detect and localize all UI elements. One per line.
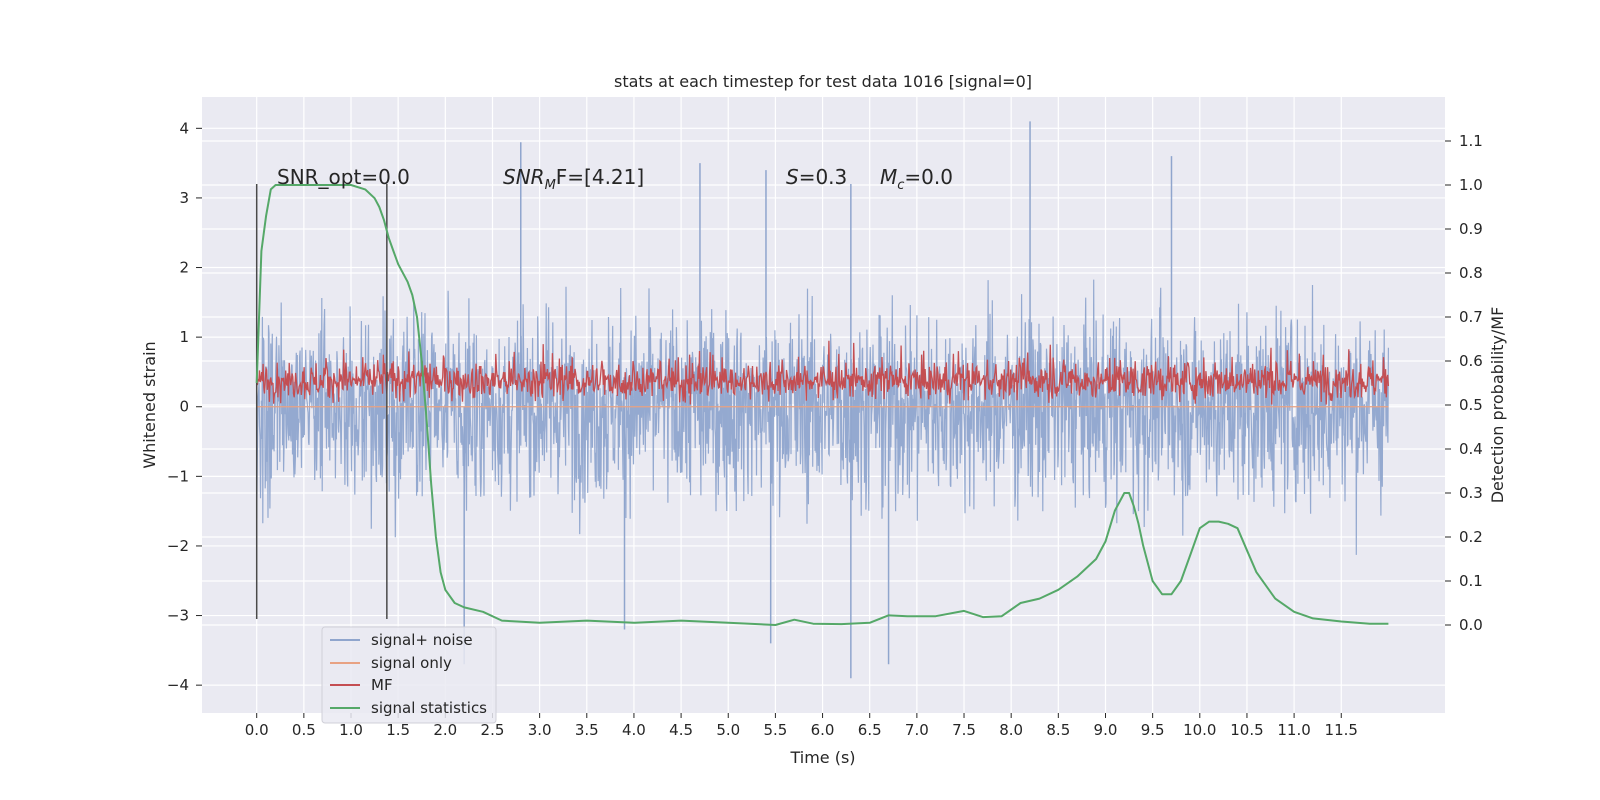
x-tick-label: 3.5 <box>575 721 599 739</box>
x-axis-label: Time (s) <box>789 748 855 767</box>
mf-series <box>256 340 1390 405</box>
mf-line <box>256 340 1390 405</box>
x-tick-label: 0.0 <box>245 721 269 739</box>
y-tick-label: −1 <box>167 467 189 485</box>
signal-statistics-series <box>255 184 1389 626</box>
x-tick-label: 9.0 <box>1094 721 1118 739</box>
x-tick-label: 5.0 <box>716 721 740 739</box>
x-tick-label: 10.0 <box>1183 721 1216 739</box>
y-right-tick-label: 0.4 <box>1459 440 1483 458</box>
y-right-tick-label: 0.9 <box>1459 220 1483 238</box>
x-tick-label: 11.5 <box>1325 721 1358 739</box>
x-tick-label: 8.5 <box>1046 721 1070 739</box>
legend-label-mf: MF <box>371 676 393 694</box>
x-tick-label: 7.5 <box>952 721 976 739</box>
x-tick-label: 5.5 <box>763 721 787 739</box>
y-right-tick-label: 0.1 <box>1459 572 1483 590</box>
x-tick-label: 0.5 <box>292 721 316 739</box>
y-tick-label: 0 <box>179 398 189 416</box>
legend-label-signal-noise: signal+ noise <box>371 631 473 649</box>
x-tick-label: 6.0 <box>811 721 835 739</box>
vertical-markers <box>255 184 388 620</box>
signal-statistics-line <box>255 184 1389 626</box>
y-tick-label: 3 <box>179 189 189 207</box>
annotations: SNR_opt=0.0 SNRMF=[4.21] S=0.3 Mc=0.0 <box>277 165 953 193</box>
annotation-mc: Mc=0.0 <box>880 165 953 193</box>
x-tick-label: 11.0 <box>1277 721 1310 739</box>
x-tick-label: 4.5 <box>669 721 693 739</box>
x-tick-label: 7.0 <box>905 721 929 739</box>
x-tick-label: 10.5 <box>1230 721 1263 739</box>
annotation-snr-mf: SNRMF=[4.21] <box>503 165 644 193</box>
x-axis-ticks: 0.0 0.5 1.0 1.5 2.0 2.5 3.0 3.5 4.0 4.5 5.0 5.5 6.0 6… <box>245 713 1358 739</box>
x-tick-label: 2.0 <box>433 721 457 739</box>
y-right-tick-label: 0.6 <box>1459 352 1483 370</box>
y-right-tick-label: 1.0 <box>1459 176 1483 194</box>
y-right-tick-label: 0.7 <box>1459 308 1483 326</box>
y-right-tick-label: 0.5 <box>1459 396 1483 414</box>
x-tick-label: 1.5 <box>386 721 410 739</box>
y-tick-label: −4 <box>167 676 189 694</box>
legend-label-signal-statistics: signal statistics <box>371 699 487 717</box>
x-tick-label: 8.0 <box>999 721 1023 739</box>
x-tick-label: 9.5 <box>1141 721 1165 739</box>
y-tick-label: 4 <box>179 119 189 137</box>
y-right-tick-label: 0.0 <box>1459 616 1483 634</box>
y-right-tick-label: 0.3 <box>1459 484 1483 502</box>
y-right-axis-label: Detection probability/MF <box>1488 307 1507 504</box>
signal-noise-series <box>256 121 1389 679</box>
x-tick-label: 6.5 <box>858 721 882 739</box>
x-tick-label: 2.5 <box>481 721 505 739</box>
y-right-tick-label: 0.2 <box>1459 528 1483 546</box>
legend-label-signal-only: signal only <box>371 654 452 672</box>
y-right-tick-label: 1.1 <box>1459 132 1483 150</box>
legend-box <box>321 626 497 724</box>
y-right-tick-label: 0.8 <box>1459 264 1483 282</box>
y-tick-label: −3 <box>167 607 189 625</box>
annotation-s: S=0.3 <box>786 165 847 189</box>
y-axis-ticks: 4 3 2 1 0 −1 −2 −3 −4 <box>167 119 202 694</box>
annotation-snr-opt: SNR_opt=0.0 <box>277 165 410 189</box>
y-tick-label: 1 <box>179 328 189 346</box>
chart-title: stats at each timestep for test data 101… <box>614 72 1032 91</box>
y-right-axis-ticks: 1.1 1.0 0.9 0.8 0.7 0.6 0.5 0.4 0.3 0.2 0.1 0.0 <box>1445 132 1483 634</box>
y-axis-label: Whitened strain <box>140 341 159 468</box>
x-tick-label: 1.0 <box>339 721 363 739</box>
y-tick-label: 2 <box>179 259 189 277</box>
legend: signal+ noise signal only MF signal stat… <box>321 626 497 724</box>
x-tick-label: 3.0 <box>528 721 552 739</box>
x-tick-label: 4.0 <box>622 721 646 739</box>
y-tick-label: −2 <box>167 537 189 555</box>
